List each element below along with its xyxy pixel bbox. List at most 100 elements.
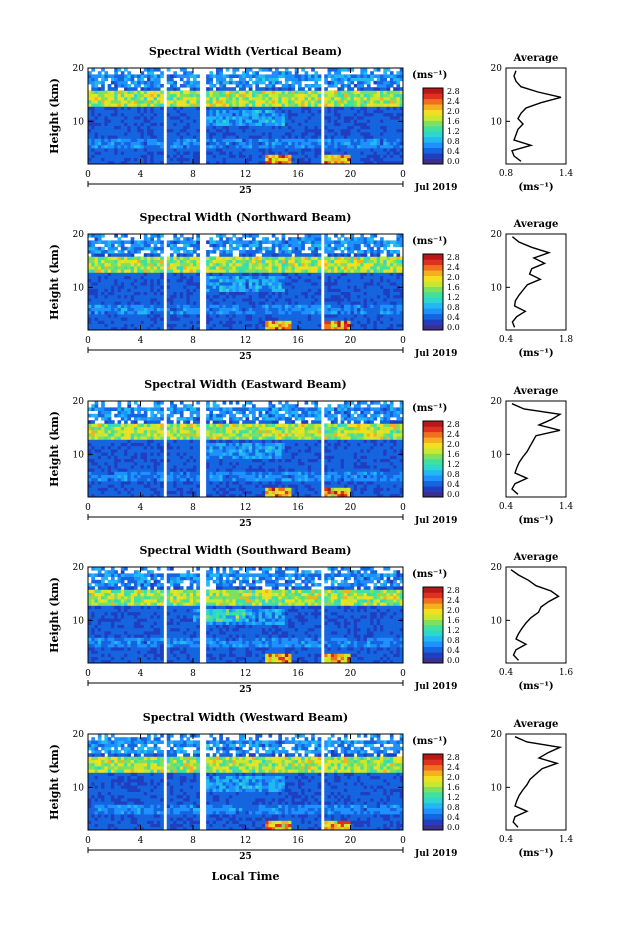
heatmap-cell [268, 246, 273, 251]
heatmap-cell [301, 87, 305, 91]
heatmap-cell [252, 288, 256, 292]
heatmap-cell [120, 100, 125, 104]
heatmap-cell [258, 323, 263, 328]
heatmap-cell [130, 301, 135, 305]
heatmap-cell [376, 132, 381, 136]
heatmap-cell [97, 151, 102, 155]
heatmap-cell [330, 125, 335, 130]
heatmap-cell [101, 157, 105, 162]
heatmap-cell [271, 288, 276, 292]
heatmap-cell [281, 269, 286, 273]
heatmap-cell [242, 128, 246, 133]
heatmap-cell [288, 310, 292, 315]
heatmap-cell [140, 157, 145, 162]
heatmap-cell [120, 326, 125, 331]
heatmap-cell [294, 256, 299, 260]
heatmap-cell [337, 272, 342, 276]
heatmap-cell [288, 116, 292, 120]
heatmap-cell [363, 138, 368, 142]
heatmap-cell [143, 317, 148, 321]
heatmap-cell [330, 141, 335, 146]
heatmap-cell [252, 282, 256, 286]
heatmap-cell [353, 119, 358, 123]
heatmap-cell [357, 291, 361, 296]
heatmap-cell [268, 109, 273, 114]
heatmap-cell [291, 250, 296, 254]
heatmap-cell [307, 125, 312, 130]
heatmap-cell [314, 154, 319, 158]
heatmap-cell [373, 96, 378, 101]
heatmap-cell [275, 125, 279, 130]
heatmap-cell [252, 262, 256, 267]
heatmap-cell [275, 310, 279, 315]
heatmap-cell [193, 326, 197, 331]
heatmap-cell [314, 326, 319, 331]
heatmap-cell [288, 256, 292, 260]
heatmap-cell [143, 326, 148, 331]
heatmap-cell [189, 326, 194, 331]
heatmap-cell [311, 250, 315, 254]
heatmap-cell [353, 138, 358, 142]
heatmap-cell [153, 128, 158, 133]
heatmap-cell [330, 148, 335, 152]
heatmap-cell [170, 100, 174, 104]
heatmap-cell [284, 106, 289, 110]
heatmap-cell [343, 148, 348, 152]
heatmap-cell [170, 80, 174, 85]
heatmap-cell [370, 96, 374, 101]
heatmap-cell [330, 112, 335, 117]
heatmap-cell [176, 269, 181, 273]
heatmap-cell [311, 125, 315, 130]
heatmap-cell [327, 74, 332, 78]
heatmap-cell [396, 71, 401, 75]
heatmap-cell [343, 266, 348, 270]
heatmap-cell [242, 326, 246, 331]
heatmap-cell [170, 103, 174, 107]
heatmap-cell [91, 128, 95, 133]
heatmap-cell [366, 278, 371, 283]
heatmap-cell [104, 323, 109, 328]
heatmap-cell [353, 157, 358, 162]
heatmap-cell [124, 266, 128, 270]
heatmap-cell [110, 154, 115, 158]
heatmap-cell [242, 160, 246, 165]
heatmap-cell [298, 106, 302, 110]
heatmap-cell [370, 112, 374, 117]
heatmap-cell [360, 240, 365, 244]
heatmap-cell [222, 323, 227, 328]
heatmap-cell [248, 282, 253, 286]
heatmap-cell [347, 256, 351, 260]
heatmap-cell [114, 87, 118, 91]
heatmap-cell [176, 323, 181, 328]
heatmap-cell [386, 135, 391, 139]
heatmap-cell [143, 237, 148, 241]
heatmap-cell [288, 144, 292, 149]
heatmap-cell [156, 314, 161, 318]
heatmap-cell [160, 243, 164, 248]
heatmap-cell [314, 100, 319, 104]
heatmap-cell [229, 246, 233, 251]
heatmap-cell [120, 148, 125, 152]
heatmap-cell [340, 301, 345, 305]
heatmap-cell [140, 151, 145, 155]
heatmap-cell [307, 317, 312, 321]
heatmap-cell [324, 256, 328, 260]
heatmap-cell [304, 112, 309, 117]
heatmap-cell [284, 148, 289, 152]
heatmap-cell [380, 103, 384, 107]
heatmap-cell [307, 135, 312, 139]
heatmap-cell [288, 154, 292, 158]
heatmap-cell [219, 314, 223, 318]
heatmap-cell [357, 84, 361, 88]
heatmap-cell [288, 148, 292, 152]
heatmap-cell [311, 234, 315, 238]
heatmap-cell [357, 278, 361, 283]
heatmap-cell [363, 291, 368, 296]
heatmap-cell [127, 148, 132, 152]
heatmap-cell [337, 109, 342, 114]
heatmap-cell [275, 237, 279, 241]
heatmap-cell [288, 84, 292, 88]
heatmap-cell [232, 278, 237, 283]
colorbar-tick-label: 2.0 [447, 107, 460, 116]
heatmap-cell [324, 259, 328, 264]
